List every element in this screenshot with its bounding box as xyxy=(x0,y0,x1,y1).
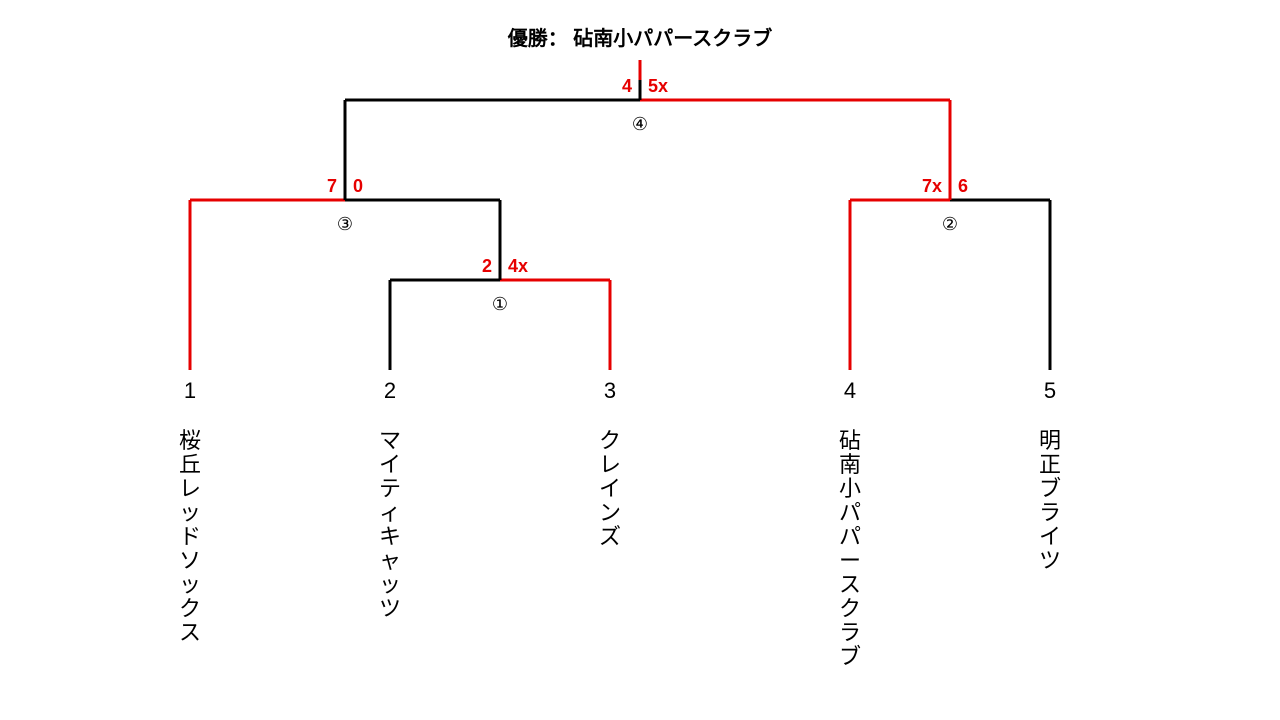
score-right: 6 xyxy=(958,176,968,196)
team-name-char: ラ xyxy=(1039,500,1061,525)
score-right: 4x xyxy=(508,256,528,276)
team-name-char: マ xyxy=(379,428,401,453)
team-name-char: 南 xyxy=(839,452,861,477)
team-name-char: イ xyxy=(599,476,621,501)
team-name-char: 丘 xyxy=(179,452,201,477)
team-name-char: ラ xyxy=(839,620,861,645)
team-name-char: ブ xyxy=(1039,476,1061,501)
team-name-char: ッ xyxy=(179,572,201,597)
team-name-char: ド xyxy=(179,524,201,549)
team-name-char: パ xyxy=(839,500,861,525)
score-left: 2 xyxy=(482,256,492,276)
seed-number: 5 xyxy=(1044,378,1056,403)
seed-number: 3 xyxy=(604,378,616,403)
team-name-char: ン xyxy=(599,500,621,525)
team-name-char: イ xyxy=(379,452,401,477)
game-label: ③ xyxy=(337,214,353,234)
seed-number: 2 xyxy=(384,378,396,403)
team-name-char: 砧 xyxy=(839,428,861,453)
score-right: 5x xyxy=(648,76,668,96)
team-name-char: ク xyxy=(599,428,621,453)
game-label: ① xyxy=(492,294,508,314)
team-name-char: イ xyxy=(1039,524,1061,549)
team-name-char: ッ xyxy=(379,572,401,597)
seed-number: 4 xyxy=(844,378,856,403)
team-name-char: パ xyxy=(839,524,861,549)
team-name-char: ツ xyxy=(379,596,401,621)
game-label: ② xyxy=(942,214,958,234)
team-name-char: 桜 xyxy=(179,428,201,453)
team-name-char: ブ xyxy=(839,644,861,669)
team-name-char: ャ xyxy=(379,548,401,573)
score-right: 0 xyxy=(353,176,363,196)
score-left: 7 xyxy=(327,176,337,196)
team-name-char: ー xyxy=(839,548,861,573)
team-name-char: レ xyxy=(179,476,201,501)
team-name-char: ク xyxy=(839,596,861,621)
team-name-char: ソ xyxy=(179,548,201,573)
team-name-char: 小 xyxy=(839,476,861,501)
tournament-bracket: 24x①7x6②70③45x④1桜丘レッドソックス2マイティキャッツ3クレインズ… xyxy=(0,0,1280,720)
team-name-char: 明 xyxy=(1039,428,1061,453)
team-name-char: 正 xyxy=(1039,452,1061,477)
team-name-char: ス xyxy=(839,572,861,597)
team-name-char: レ xyxy=(599,452,621,477)
team-name-char: ス xyxy=(179,620,201,645)
team-name-char: テ xyxy=(379,476,401,501)
team-name-char: キ xyxy=(379,524,401,549)
champion-title: 優勝： 砧南小パパースクラブ xyxy=(507,26,773,50)
seed-number: 1 xyxy=(184,378,196,403)
score-left: 4 xyxy=(622,76,632,96)
team-name-char: ツ xyxy=(1039,548,1061,573)
team-name-char: ッ xyxy=(179,500,201,525)
game-label: ④ xyxy=(632,114,648,134)
team-name-char: ク xyxy=(179,596,201,621)
score-left: 7x xyxy=(922,176,942,196)
team-name-char: ィ xyxy=(379,500,401,525)
team-name-char: ズ xyxy=(599,524,621,549)
